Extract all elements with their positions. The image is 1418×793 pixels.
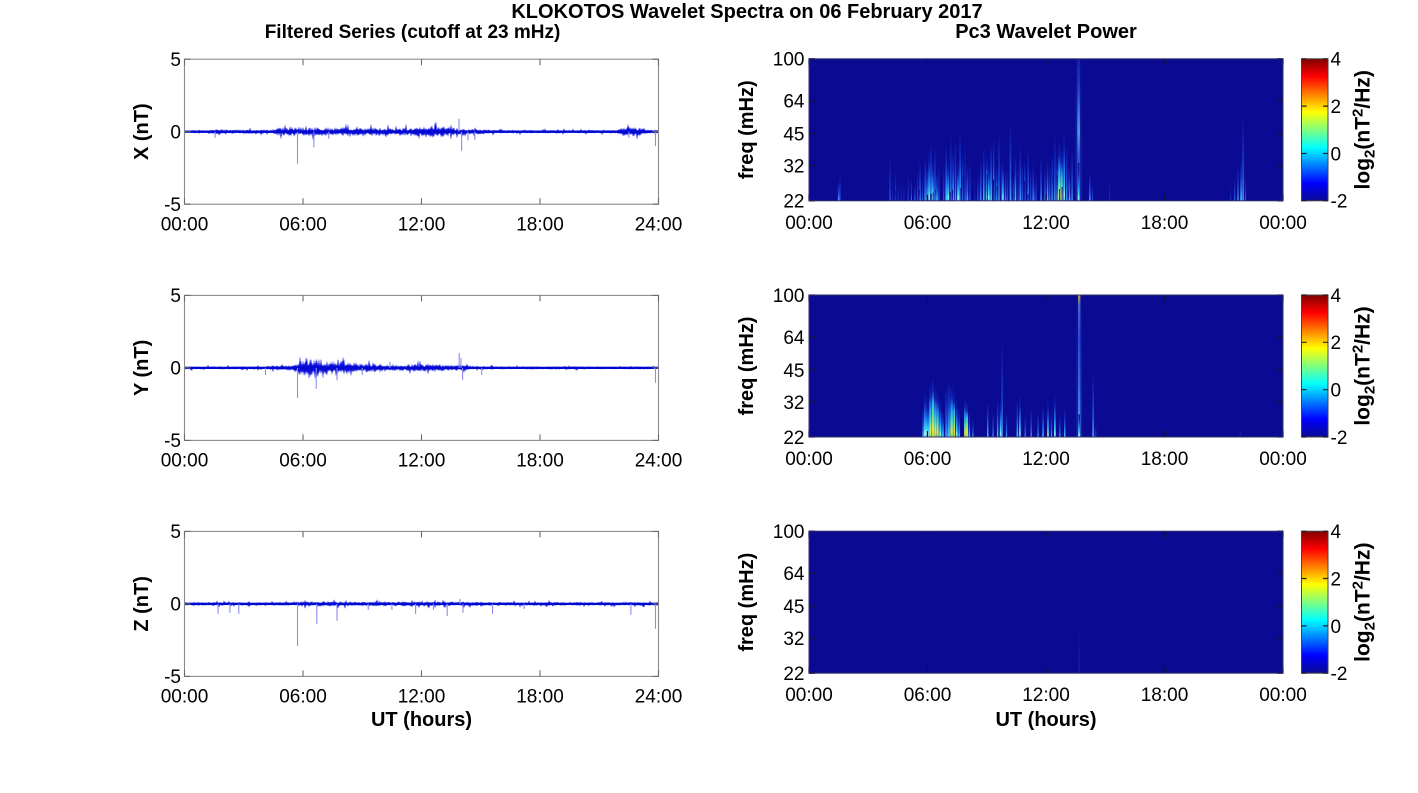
svg-text:Y (nT): Y (nT) bbox=[131, 340, 153, 396]
svg-text:64: 64 bbox=[783, 92, 805, 113]
svg-text:00:00: 00:00 bbox=[785, 213, 833, 234]
svg-text:2: 2 bbox=[1331, 569, 1342, 590]
svg-text:22: 22 bbox=[783, 192, 804, 213]
svg-text:12:00: 12:00 bbox=[398, 687, 446, 708]
svg-text:5: 5 bbox=[170, 50, 181, 71]
svg-text:Z (nT): Z (nT) bbox=[131, 576, 153, 632]
svg-text:12:00: 12:00 bbox=[398, 451, 446, 472]
svg-text:freq (mHz): freq (mHz) bbox=[736, 317, 758, 416]
svg-text:22: 22 bbox=[783, 428, 804, 449]
svg-text:-2: -2 bbox=[1331, 428, 1348, 449]
svg-text:4: 4 bbox=[1331, 286, 1342, 307]
svg-text:-2: -2 bbox=[1331, 664, 1348, 685]
svg-text:32: 32 bbox=[783, 629, 804, 650]
svg-text:0: 0 bbox=[1331, 144, 1342, 165]
svg-text:18:00: 18:00 bbox=[516, 687, 564, 708]
svg-text:Filtered Series (cutoff at 23: Filtered Series (cutoff at 23 mHz) bbox=[265, 22, 561, 43]
svg-text:45: 45 bbox=[783, 597, 804, 618]
svg-text:06:00: 06:00 bbox=[904, 685, 952, 706]
svg-text:00:00: 00:00 bbox=[1259, 449, 1307, 470]
svg-text:32: 32 bbox=[783, 393, 804, 414]
svg-text:18:00: 18:00 bbox=[516, 214, 564, 235]
svg-text:06:00: 06:00 bbox=[904, 449, 952, 470]
svg-text:100: 100 bbox=[773, 286, 805, 307]
svg-text:24:00: 24:00 bbox=[635, 451, 683, 472]
svg-text:UT (hours): UT (hours) bbox=[371, 709, 472, 731]
svg-text:00:00: 00:00 bbox=[785, 449, 833, 470]
svg-text:2: 2 bbox=[1331, 97, 1342, 118]
svg-text:06:00: 06:00 bbox=[279, 214, 327, 235]
svg-text:45: 45 bbox=[783, 361, 804, 382]
svg-text:00:00: 00:00 bbox=[1259, 213, 1307, 234]
svg-text:18:00: 18:00 bbox=[1141, 685, 1189, 706]
svg-text:12:00: 12:00 bbox=[1022, 449, 1070, 470]
svg-text:0: 0 bbox=[1331, 381, 1342, 402]
svg-text:X (nT): X (nT) bbox=[131, 103, 153, 160]
svg-text:log2(nT2/Hz): log2(nT2/Hz) bbox=[1350, 306, 1379, 425]
svg-text:100: 100 bbox=[773, 50, 805, 71]
svg-text:0: 0 bbox=[170, 359, 181, 380]
svg-text:UT (hours): UT (hours) bbox=[995, 709, 1096, 731]
svg-text:24:00: 24:00 bbox=[635, 687, 683, 708]
svg-text:00:00: 00:00 bbox=[785, 685, 833, 706]
svg-text:5: 5 bbox=[170, 286, 181, 307]
svg-text:12:00: 12:00 bbox=[1022, 213, 1070, 234]
svg-text:-5: -5 bbox=[164, 667, 181, 688]
svg-text:64: 64 bbox=[783, 328, 805, 349]
svg-text:22: 22 bbox=[783, 664, 804, 685]
svg-text:00:00: 00:00 bbox=[161, 214, 209, 235]
svg-text:0: 0 bbox=[170, 122, 181, 143]
svg-text:4: 4 bbox=[1331, 522, 1342, 543]
svg-text:06:00: 06:00 bbox=[279, 451, 327, 472]
svg-text:06:00: 06:00 bbox=[279, 687, 327, 708]
svg-text:log2(nT2/Hz): log2(nT2/Hz) bbox=[1350, 543, 1379, 662]
svg-text:06:00: 06:00 bbox=[904, 213, 952, 234]
svg-text:100: 100 bbox=[773, 522, 805, 543]
svg-text:00:00: 00:00 bbox=[161, 687, 209, 708]
svg-text:0: 0 bbox=[1331, 617, 1342, 638]
svg-text:64: 64 bbox=[783, 564, 805, 585]
svg-text:12:00: 12:00 bbox=[1022, 685, 1070, 706]
svg-text:18:00: 18:00 bbox=[516, 451, 564, 472]
svg-text:4: 4 bbox=[1331, 50, 1342, 71]
svg-text:Pc3 Wavelet Power: Pc3 Wavelet Power bbox=[955, 21, 1137, 43]
svg-text:32: 32 bbox=[783, 157, 804, 178]
svg-text:00:00: 00:00 bbox=[1259, 685, 1307, 706]
svg-text:-2: -2 bbox=[1331, 192, 1348, 213]
svg-text:12:00: 12:00 bbox=[398, 214, 446, 235]
svg-text:KLOKOTOS Wavelet Spectra on 06: KLOKOTOS Wavelet Spectra on 06 February … bbox=[511, 1, 982, 23]
svg-text:log2(nT2/Hz): log2(nT2/Hz) bbox=[1350, 70, 1379, 189]
svg-text:0: 0 bbox=[170, 595, 181, 616]
svg-text:-5: -5 bbox=[164, 195, 181, 216]
svg-text:00:00: 00:00 bbox=[161, 451, 209, 472]
svg-text:-5: -5 bbox=[164, 431, 181, 452]
svg-text:freq (mHz): freq (mHz) bbox=[736, 80, 758, 179]
svg-text:18:00: 18:00 bbox=[1141, 213, 1189, 234]
svg-text:2: 2 bbox=[1331, 333, 1342, 354]
svg-text:18:00: 18:00 bbox=[1141, 449, 1189, 470]
svg-text:5: 5 bbox=[170, 522, 181, 543]
svg-text:45: 45 bbox=[783, 125, 804, 146]
svg-text:24:00: 24:00 bbox=[635, 214, 683, 235]
svg-text:freq (mHz): freq (mHz) bbox=[736, 553, 758, 652]
